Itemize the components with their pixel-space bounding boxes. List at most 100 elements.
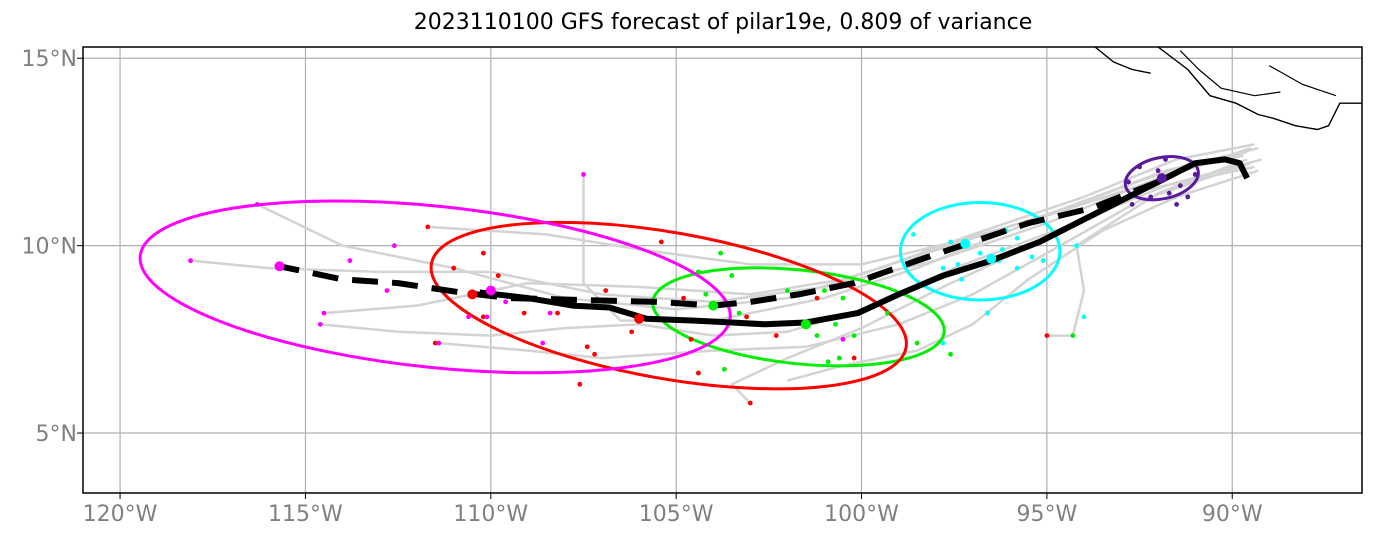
green-member-point <box>729 273 735 279</box>
member-points-layer <box>188 157 1198 406</box>
red-member-point <box>495 273 501 279</box>
red-member-point <box>480 250 486 256</box>
red-member-point <box>629 329 635 335</box>
magenta-member-point <box>466 314 471 320</box>
lon-tick-label: 105°W <box>639 502 714 527</box>
green-member-point <box>836 355 842 361</box>
red-member-point <box>747 400 753 406</box>
purple-member-point <box>1155 168 1161 174</box>
red-member-point <box>592 351 597 357</box>
green-mean-position <box>708 300 719 311</box>
purple-member-point <box>1129 202 1135 207</box>
cyan-mean-position <box>986 253 997 264</box>
green-member-point <box>825 359 831 365</box>
green-member-point <box>696 269 701 275</box>
green-member-point <box>1070 333 1076 338</box>
green-member-point <box>814 333 820 338</box>
cyan-member-point <box>1014 235 1020 241</box>
cyan-member-point <box>940 340 946 346</box>
cyan-member-point <box>1081 314 1087 320</box>
magenta-member-point <box>347 258 353 264</box>
magenta-member-point <box>503 299 509 305</box>
purple-member-point <box>1185 194 1191 200</box>
axis-ticks: 120°W 115°W 110°W 105°W 100°W 95°W 90°W 5°N 10°N… <box>22 47 1263 527</box>
cyan-mean-position <box>960 238 971 249</box>
mean-track-dashed <box>278 179 1160 309</box>
magenta-member-point <box>384 288 390 294</box>
magenta-mean-position <box>274 261 285 272</box>
green-member-point <box>718 250 724 256</box>
cyan-member-point <box>999 246 1005 252</box>
magenta-member-point <box>321 310 327 316</box>
ensemble-tracks-layer <box>190 143 1263 404</box>
red-mean-position <box>634 313 645 324</box>
red-member-point <box>658 239 664 245</box>
coastline-layer <box>1094 47 1362 131</box>
ensemble-track <box>190 150 1248 304</box>
red-member-point <box>584 344 590 350</box>
purple-member-point <box>1163 157 1168 162</box>
green-member-point <box>885 310 890 316</box>
magenta-member-point <box>436 340 442 346</box>
green-member-point <box>822 288 827 294</box>
red-member-point <box>851 355 857 361</box>
lat-tick-label: 10°N <box>22 235 77 260</box>
red-member-point <box>603 288 609 294</box>
purple-member-point <box>1126 179 1131 185</box>
plot-frame <box>82 46 1363 494</box>
cyan-member-point <box>940 265 946 271</box>
red-uncertainty-ellipse <box>429 220 908 391</box>
magenta-member-point <box>581 172 586 177</box>
cyan-member-point <box>911 231 916 237</box>
cyan-member-point <box>985 310 990 316</box>
green-member-point <box>736 310 742 316</box>
lon-tick-label: 90°W <box>1202 502 1263 527</box>
ensemble-track <box>787 169 1259 382</box>
green-member-point <box>833 321 838 327</box>
ensemble-track <box>582 154 1244 322</box>
lon-tick-label: 115°W <box>268 502 343 527</box>
country-border <box>1179 50 1281 97</box>
green-member-point <box>851 333 857 338</box>
red-member-point <box>555 310 560 316</box>
red-member-point <box>480 314 486 320</box>
cyan-member-point <box>1029 254 1035 260</box>
cyan-uncertainty-ellipse <box>898 201 1062 302</box>
purple-member-point <box>1137 164 1142 170</box>
cyan-member-point <box>977 250 983 256</box>
red-member-point <box>577 381 583 387</box>
lat-tick-label: 15°N <box>22 47 77 72</box>
magenta-member-point <box>840 336 846 342</box>
red-member-point <box>773 333 779 338</box>
cyan-member-point <box>948 239 953 245</box>
green-member-point <box>721 366 727 372</box>
green-member-point <box>703 291 709 297</box>
ensemble-track <box>323 146 1259 315</box>
map-title: 2023110100 GFS forecast of pilar19e, 0.8… <box>413 10 1033 35</box>
green-member-point <box>914 340 920 346</box>
uncertainty-ellipses-layer <box>138 155 1200 391</box>
purple-member-point <box>1192 172 1198 177</box>
purple-mean-position <box>1156 173 1167 184</box>
magenta-mean-position <box>485 285 496 296</box>
cyan-member-point <box>1040 258 1046 264</box>
mean-track-layer <box>274 156 1250 330</box>
green-member-point <box>784 288 790 294</box>
red-mean-position <box>467 289 478 300</box>
red-member-point <box>1044 333 1050 338</box>
lon-tick-label: 110°W <box>453 502 528 527</box>
green-member-point <box>840 295 846 301</box>
purple-member-point <box>1177 183 1183 189</box>
cyan-member-point <box>955 261 961 267</box>
cyan-member-point <box>1074 243 1079 249</box>
green-member-point <box>948 351 953 357</box>
green-mean-position <box>800 319 811 330</box>
red-member-point <box>432 340 438 346</box>
lon-tick-label: 95°W <box>1017 502 1078 527</box>
cyan-member-point <box>1014 265 1020 271</box>
magenta-member-point <box>547 310 553 316</box>
magenta-member-point <box>540 340 546 346</box>
ensemble-track <box>427 147 1252 266</box>
magenta-member-point <box>317 321 323 327</box>
